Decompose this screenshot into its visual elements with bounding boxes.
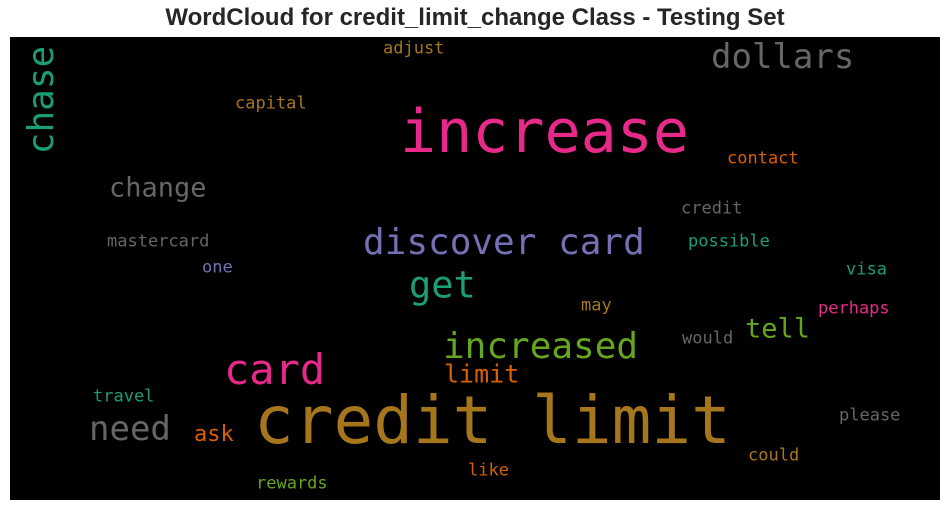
page-title: WordCloud for credit_limit_change Class …	[165, 4, 785, 31]
word-visa: visa	[846, 259, 887, 280]
word-adjust: adjust	[383, 38, 445, 59]
word-rewards: rewards	[256, 473, 328, 494]
word-credit-limit: credit limit	[254, 382, 731, 459]
word-chase: chase	[21, 45, 62, 155]
word-credit: credit	[681, 198, 743, 219]
word-dollars: dollars	[711, 37, 855, 77]
word-tell: tell	[745, 313, 811, 345]
word-cloud: credit limit increase discover card card…	[10, 37, 940, 500]
word-card: card	[224, 345, 326, 394]
word-change: change	[109, 172, 207, 204]
word-limit: limit	[444, 359, 520, 389]
word-please: please	[839, 405, 901, 426]
word-possible: possible	[688, 231, 770, 252]
word-discover-card: discover card	[363, 222, 645, 263]
word-need: need	[89, 409, 171, 449]
word-increase: increase	[400, 97, 689, 167]
word-capital: capital	[235, 93, 307, 114]
word-could: could	[748, 445, 800, 466]
word-like: like	[468, 460, 509, 481]
word-increased: increased	[443, 326, 639, 367]
word-travel: travel	[93, 386, 155, 407]
word-may: may	[581, 295, 612, 316]
word-ask: ask	[194, 422, 234, 447]
word-get: get	[409, 263, 476, 307]
word-mastercard: mastercard	[107, 231, 210, 252]
word-contact: contact	[727, 148, 799, 169]
word-one: one	[202, 257, 233, 278]
word-would: would	[682, 328, 734, 349]
word-perhaps: perhaps	[818, 298, 890, 319]
